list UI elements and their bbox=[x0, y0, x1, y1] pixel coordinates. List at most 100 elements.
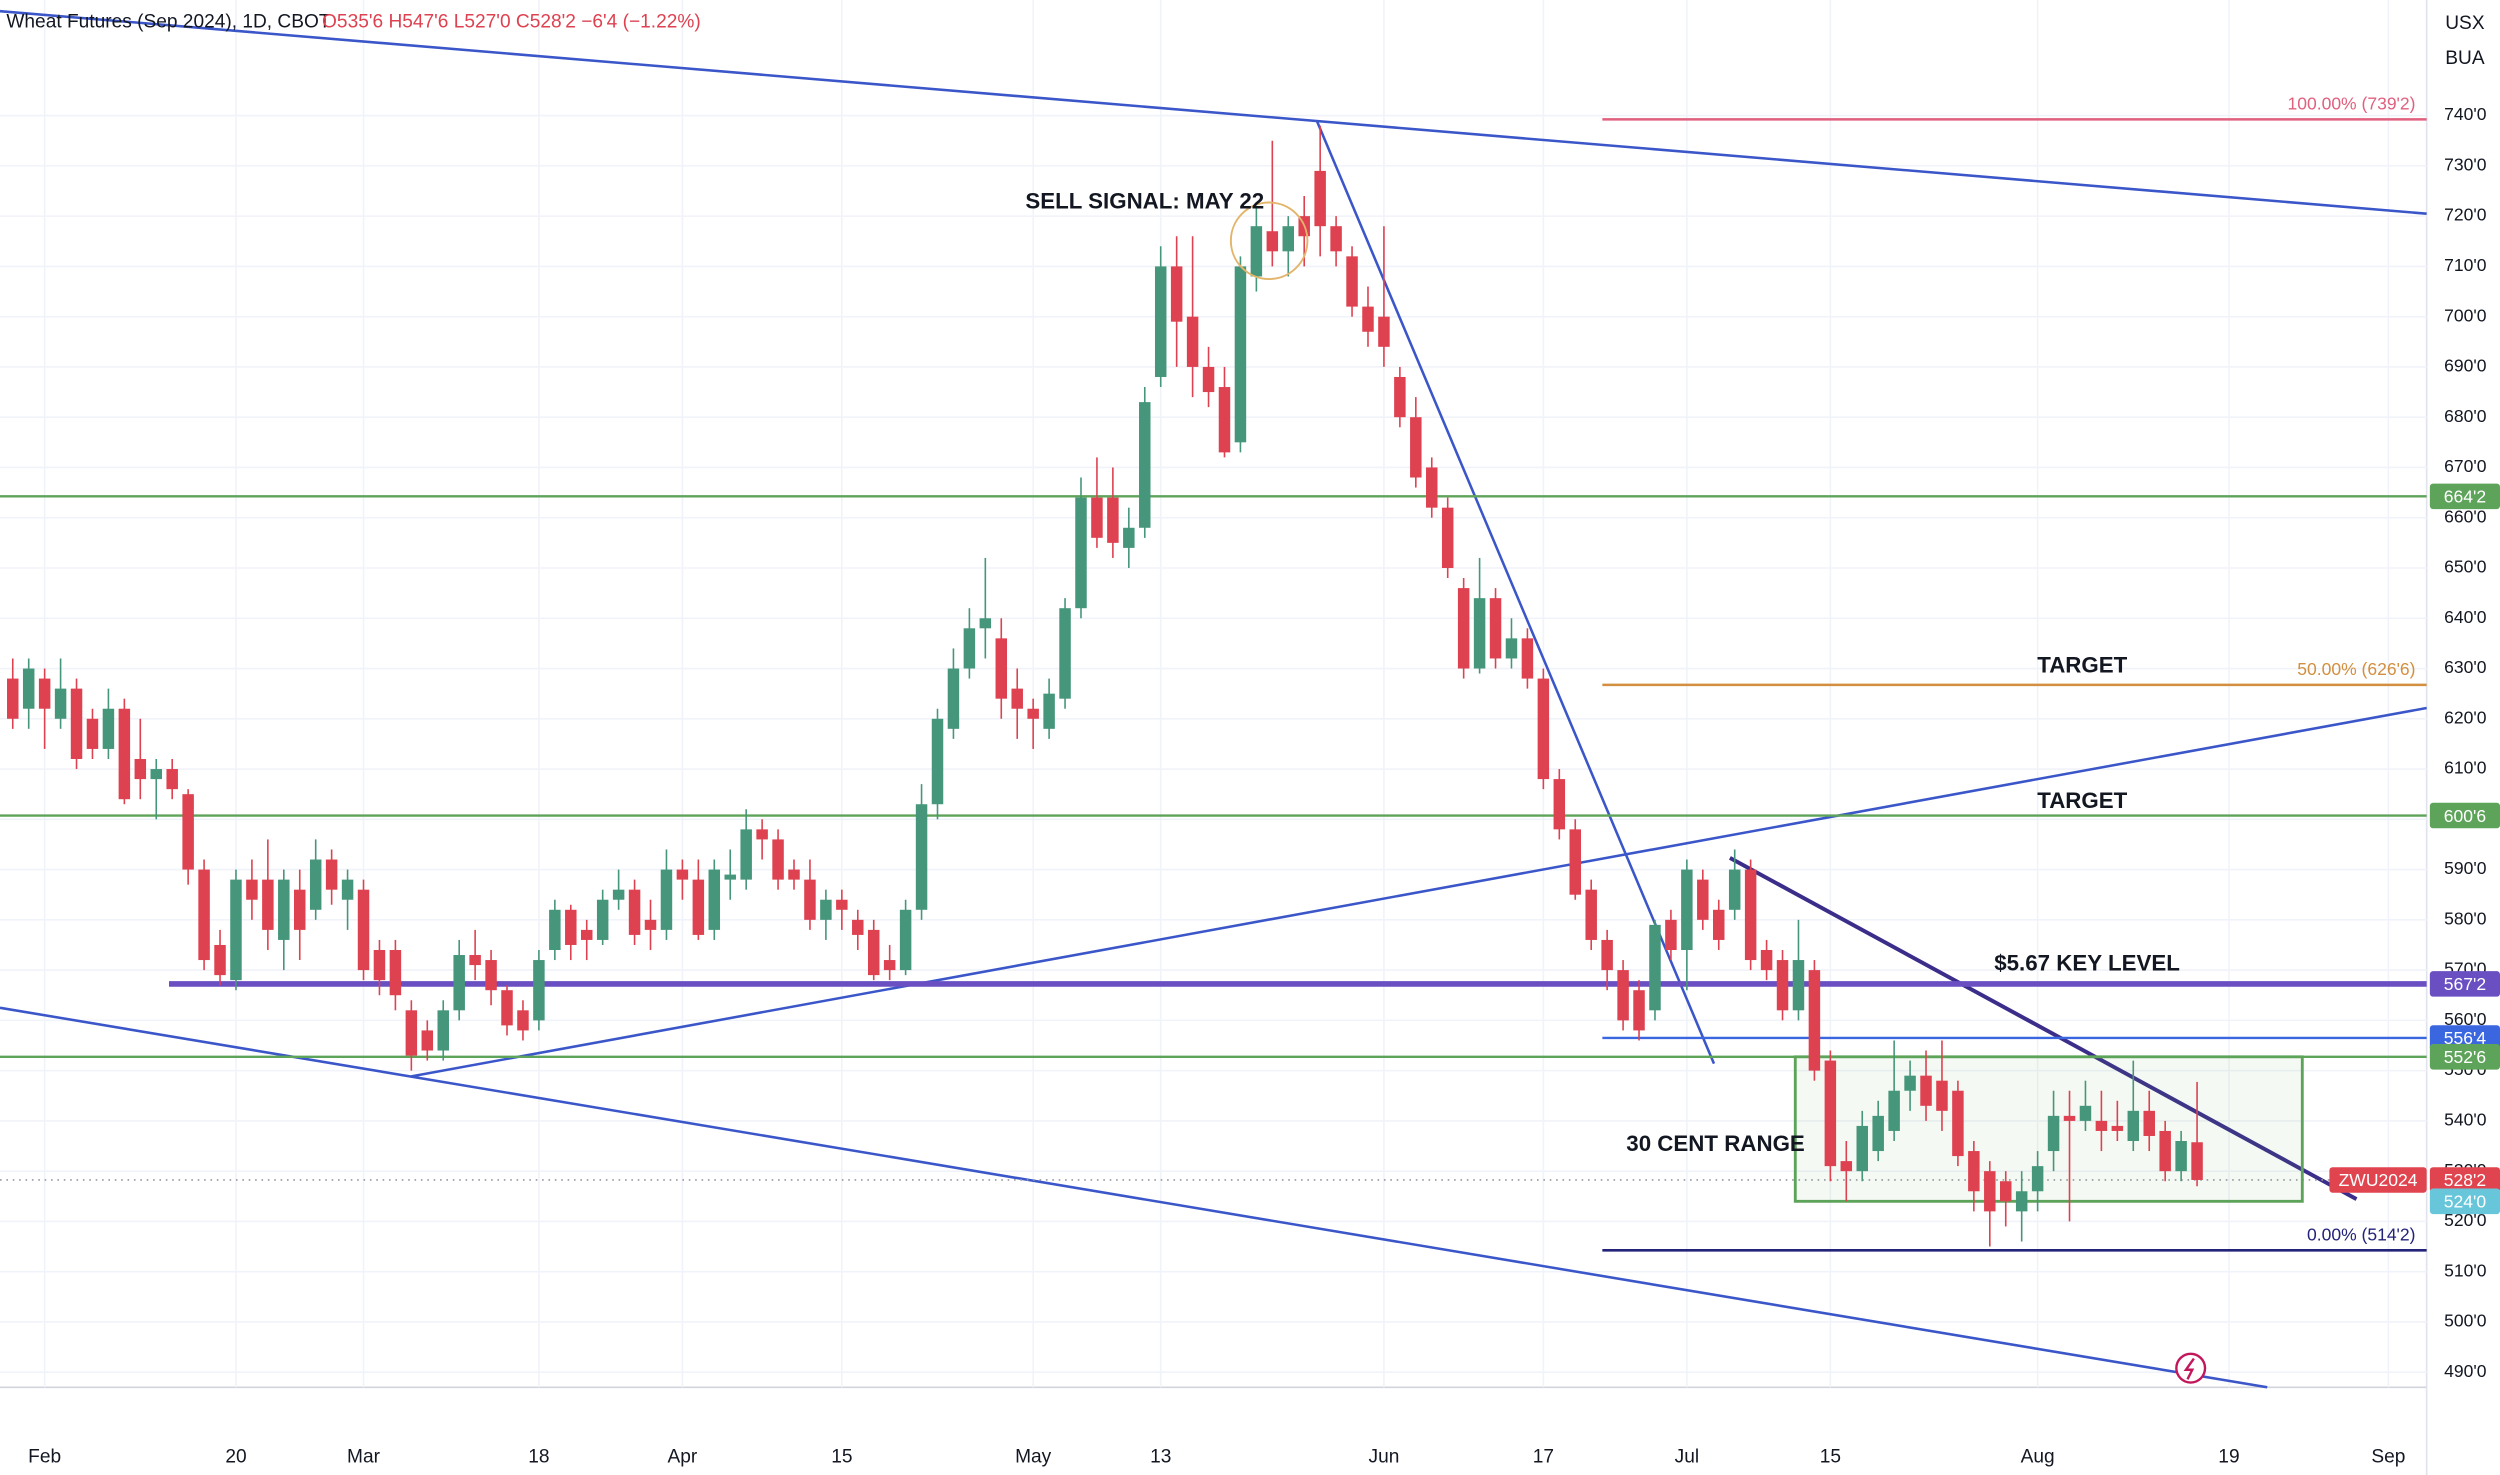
x-tick-label: Aug bbox=[2021, 1447, 2055, 1468]
annotation: TARGET bbox=[2037, 652, 2127, 677]
price-badge bbox=[2429, 1044, 2500, 1070]
candle-body bbox=[517, 1010, 529, 1031]
candle-body bbox=[389, 949, 402, 996]
candle-body bbox=[102, 708, 115, 749]
candle-body bbox=[692, 879, 705, 935]
candle-body bbox=[1186, 316, 1199, 367]
y-tick-label: 710'0 bbox=[2444, 255, 2487, 275]
price-badge-label: 567'2 bbox=[2444, 974, 2486, 994]
alert-bolt bbox=[2183, 1357, 2195, 1380]
candle-body bbox=[1043, 693, 1055, 729]
candle-body bbox=[899, 909, 912, 971]
candle-body bbox=[469, 955, 481, 966]
y-tick-label: 670'0 bbox=[2444, 456, 2487, 476]
candle-body bbox=[1728, 869, 1741, 910]
price-badge bbox=[2429, 1167, 2500, 1193]
trend-line bbox=[0, 9, 2427, 215]
price-badge bbox=[2429, 483, 2500, 510]
y-tick-label: 640'0 bbox=[2444, 607, 2487, 627]
candle-body bbox=[278, 879, 290, 940]
candle-body bbox=[1856, 1125, 1868, 1172]
candle-body bbox=[1378, 316, 1390, 347]
candle-body bbox=[549, 909, 561, 950]
candle-body bbox=[1681, 869, 1693, 950]
candle-body bbox=[1075, 497, 1087, 609]
candle-body bbox=[2095, 1120, 2108, 1131]
candle-body bbox=[1202, 366, 1215, 393]
annotations: SELL SIGNAL: MAY 22 TARGET TARGET $5.67 KEY… bbox=[1025, 188, 2180, 1155]
candle-body bbox=[931, 718, 944, 805]
candle-body bbox=[453, 955, 465, 1011]
candle-body bbox=[852, 919, 864, 935]
x-tick-label: Apr bbox=[668, 1447, 698, 1468]
fib-label: 0.00% (514'2) bbox=[2307, 1225, 2416, 1245]
candle-body bbox=[1489, 598, 1502, 659]
candle-body bbox=[405, 1010, 418, 1056]
candle-body bbox=[740, 829, 752, 880]
candle-body bbox=[1139, 402, 1151, 528]
candle-body bbox=[820, 899, 832, 920]
candle-body bbox=[1665, 919, 1677, 950]
x-tick-label: 18 bbox=[528, 1447, 549, 1468]
candle-body bbox=[1154, 266, 1167, 377]
candle-body bbox=[1107, 497, 1119, 543]
x-tick-label: 17 bbox=[1533, 1447, 1554, 1468]
candle-body bbox=[7, 678, 19, 719]
candle-body bbox=[628, 889, 641, 935]
candle-body bbox=[1744, 869, 1757, 961]
symbol-badge-label: ZWU2024 bbox=[2339, 1170, 2418, 1190]
fib-label: 50.00% (626'6) bbox=[2297, 659, 2415, 679]
candle-body bbox=[708, 869, 721, 930]
y-tick-label: 620'0 bbox=[2444, 707, 2487, 727]
candle-body bbox=[2143, 1110, 2155, 1136]
candle-body bbox=[1234, 266, 1247, 443]
candle-body bbox=[150, 769, 162, 780]
candle-body bbox=[1266, 231, 1279, 252]
y-tick-label: 690'0 bbox=[2444, 356, 2487, 376]
x-tick-label: Feb bbox=[28, 1447, 61, 1468]
y-tick-label: 660'0 bbox=[2444, 506, 2487, 526]
symbol-badge bbox=[2329, 1167, 2427, 1193]
candle-body bbox=[963, 628, 976, 669]
price-badge-label: 528'2 bbox=[2444, 1170, 2486, 1190]
candle-body bbox=[1346, 256, 1358, 307]
candle-body bbox=[309, 859, 322, 910]
x-tick-label: Jul bbox=[1675, 1447, 1699, 1468]
candle-body bbox=[1649, 924, 1661, 1011]
candle-body bbox=[421, 1030, 434, 1051]
x-tick-label: 13 bbox=[1150, 1447, 1171, 1468]
trend-line bbox=[411, 706, 2427, 1078]
candle-body bbox=[70, 688, 83, 759]
candle-body bbox=[1697, 879, 1709, 920]
candle-body bbox=[1713, 909, 1725, 940]
candle-body bbox=[2111, 1125, 2124, 1131]
y-tick-label: 510'0 bbox=[2444, 1260, 2487, 1280]
candle-body bbox=[1505, 638, 1518, 659]
candle-body bbox=[1920, 1075, 1932, 1106]
candle-body bbox=[724, 874, 736, 880]
y-tick-label: 700'0 bbox=[2444, 305, 2487, 325]
candle-body bbox=[1840, 1161, 1853, 1172]
candle-body bbox=[1585, 889, 1597, 940]
y-tick-label: 590'0 bbox=[2444, 858, 2487, 878]
candle-body bbox=[2031, 1166, 2044, 1192]
price-badge-label: 556'4 bbox=[2444, 1028, 2487, 1048]
annotation: $5.67 KEY LEVEL bbox=[1994, 951, 2180, 976]
candle-body bbox=[325, 859, 338, 890]
y-tick-label: 490'0 bbox=[2444, 1361, 2487, 1381]
candle-body bbox=[1170, 266, 1183, 322]
x-tick-label: Mar bbox=[347, 1447, 381, 1468]
candle-body bbox=[262, 879, 274, 930]
candle-body bbox=[134, 758, 147, 780]
candle-body bbox=[1792, 960, 1805, 1011]
x-tick-label: Jun bbox=[1369, 1447, 1400, 1468]
y-tick-label: 610'0 bbox=[2444, 758, 2487, 778]
candle-body bbox=[166, 769, 178, 790]
candle-body bbox=[1888, 1090, 1900, 1131]
candle-body bbox=[979, 618, 992, 629]
candle-body bbox=[947, 668, 960, 729]
candle-body bbox=[2127, 1110, 2140, 1142]
candle-body bbox=[54, 688, 67, 719]
